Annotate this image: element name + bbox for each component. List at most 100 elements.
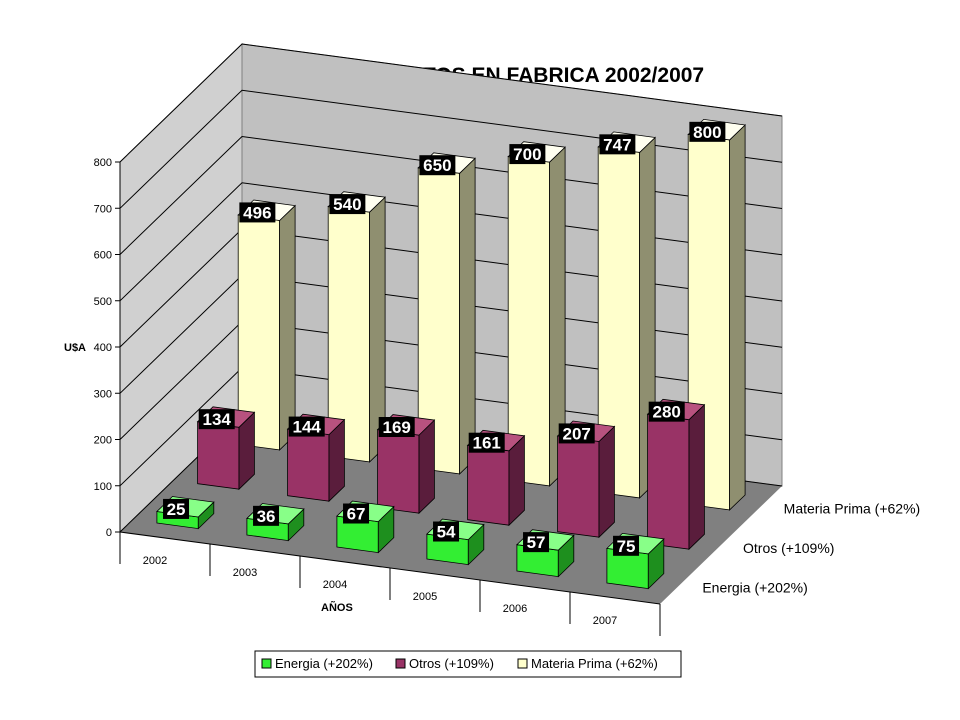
- data-label-box: [613, 535, 640, 556]
- data-label: 169: [378, 416, 415, 437]
- legend-item: Materia Prima (+62%): [517, 656, 658, 671]
- y-axis-ticks: 0 100 200 300 400 500 600 700 800: [94, 157, 121, 539]
- x-tick-label: 2002: [143, 555, 167, 567]
- data-label-box: [648, 401, 685, 422]
- data-label-text: 25: [167, 500, 186, 519]
- y-tick-label: 500: [94, 296, 112, 308]
- data-label-box: [329, 194, 366, 215]
- data-label-text: 57: [527, 533, 546, 552]
- legend-swatch: [261, 658, 272, 669]
- legend-item: Otros (+109%): [395, 656, 494, 671]
- y-tick-label: 200: [94, 435, 112, 447]
- data-label-box: [253, 505, 280, 526]
- gridline: [119, 43, 783, 163]
- x-tick-label: 2003: [233, 567, 257, 579]
- data-label-box: [468, 432, 505, 453]
- data-label: 144: [288, 416, 325, 437]
- data-label-box: [163, 498, 190, 519]
- x-axis-ticks: 2002 2003 2004 2005 2006 2007: [119, 531, 661, 636]
- x-tick-label: 2004: [323, 579, 347, 591]
- data-label-box: [378, 416, 415, 437]
- data-label-box: [523, 532, 550, 553]
- bar: [646, 398, 706, 551]
- x-tick-label: 2005: [413, 591, 437, 603]
- bar-side: [459, 157, 476, 475]
- bar-front: [197, 421, 240, 490]
- data-label-box: [198, 409, 235, 430]
- data-label-text: 700: [513, 145, 541, 164]
- y-tick-label: 600: [94, 250, 112, 262]
- data-label-box: [239, 202, 276, 223]
- bar-side: [688, 403, 705, 551]
- data-label-text: 161: [473, 434, 501, 453]
- bar-side: [729, 124, 746, 511]
- series-axis-label: Energia (+202%): [702, 579, 807, 595]
- data-label: 25: [163, 498, 190, 519]
- data-label: 540: [329, 194, 366, 215]
- data-label-box: [509, 144, 546, 165]
- data-label-text: 540: [333, 195, 361, 214]
- bar-side: [418, 419, 435, 515]
- bar-front: [647, 413, 690, 550]
- data-label: 54: [433, 521, 460, 542]
- legend-label: Otros (+109%): [409, 656, 494, 671]
- bar-front: [377, 429, 420, 514]
- data-label-text: 280: [653, 403, 681, 422]
- bar-front: [287, 428, 330, 502]
- data-label-box: [288, 416, 325, 437]
- series-axis-label: Otros (+109%): [743, 540, 834, 556]
- data-label-text: 36: [257, 507, 276, 526]
- data-label-text: 75: [617, 537, 636, 556]
- legend-box: [254, 650, 682, 678]
- legend-swatch: [517, 658, 528, 669]
- legend-item: Energia (+202%): [261, 656, 373, 671]
- data-label-box: [343, 503, 370, 524]
- y-tick-label: 0: [106, 527, 112, 539]
- data-label-text: 650: [423, 156, 451, 175]
- series-axis-label: Materia Prima (+62%): [784, 501, 921, 517]
- bar-front: [467, 444, 510, 526]
- data-label-box: [558, 423, 595, 444]
- bar: [507, 141, 566, 487]
- data-label: 67: [343, 503, 370, 524]
- data-label: 75: [613, 535, 640, 556]
- legend-label: Energia (+202%): [275, 656, 373, 671]
- data-label-box: [419, 155, 456, 176]
- data-label-text: 207: [563, 424, 591, 443]
- x-tick-label: 2007: [593, 615, 617, 627]
- data-label: 280: [648, 401, 685, 422]
- data-label: 700: [509, 144, 546, 165]
- data-label-text: 134: [203, 410, 232, 429]
- data-label-text: 169: [383, 418, 411, 437]
- y-axis-label: U$A: [64, 342, 86, 354]
- y-tick-label: 100: [94, 481, 112, 493]
- data-labels: 496 540 650 700 747 800 134 144 169 161 207 280 25 36…: [163, 121, 726, 556]
- y-tick-label: 800: [94, 157, 112, 169]
- data-label-text: 747: [603, 135, 631, 154]
- bars: [156, 118, 746, 590]
- series-axis-labels: Energia (+202%) Otros (+109%) Materia Prim…: [702, 501, 920, 596]
- y-tick-label: 700: [94, 203, 112, 215]
- data-label-box: [599, 134, 636, 155]
- legend-label: Materia Prima (+62%): [531, 656, 658, 671]
- data-label: 747: [599, 134, 636, 155]
- y-tick-label: 300: [94, 388, 112, 400]
- data-label: 134: [198, 409, 235, 430]
- bar-side: [508, 434, 525, 527]
- data-label: 207: [558, 423, 595, 444]
- x-axis-label: AÑOS: [321, 601, 353, 614]
- x-tick-label: 2006: [503, 603, 527, 615]
- data-label-text: 54: [437, 523, 456, 542]
- bar-side: [279, 204, 296, 451]
- data-label-text: 67: [347, 505, 366, 524]
- x-axis-line: [119, 531, 661, 605]
- bar-front: [557, 435, 600, 538]
- data-label-text: 496: [243, 203, 271, 222]
- data-label: 800: [689, 121, 726, 142]
- data-label-text: 144: [293, 418, 322, 437]
- data-label: 161: [468, 432, 505, 453]
- legend: Energia (+202%) Otros (+109%) Materia Prim…: [254, 650, 682, 678]
- legend-swatch: [395, 658, 406, 669]
- data-label-text: 800: [693, 123, 721, 142]
